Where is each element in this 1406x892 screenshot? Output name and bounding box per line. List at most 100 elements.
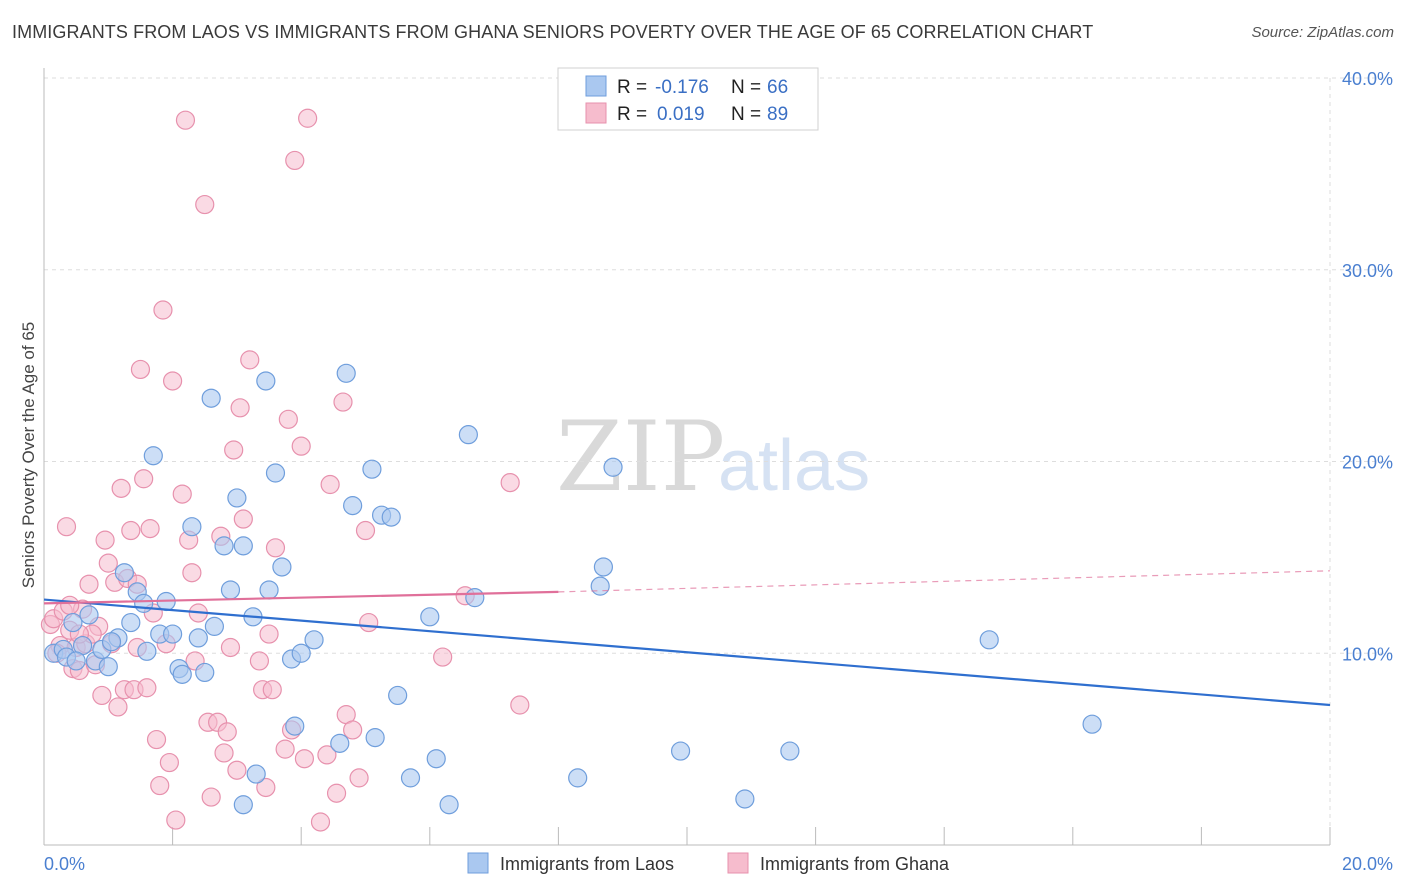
ghana-series-label: Immigrants from Ghana: [760, 854, 950, 874]
laos-point: [272, 557, 292, 577]
ghana-point: [249, 651, 270, 671]
ghana-point: [291, 436, 311, 456]
axes: [43, 68, 1331, 846]
ghana-point: [262, 680, 282, 700]
laos-point: [188, 628, 208, 648]
laos-point: [458, 425, 478, 445]
laos-point: [233, 795, 253, 815]
laos-point: [291, 643, 311, 663]
ghana-point: [98, 553, 118, 573]
ghana-point: [108, 697, 128, 717]
ghana-point: [140, 519, 160, 539]
ghana-point: [349, 768, 369, 788]
ghana-point: [56, 517, 77, 537]
laos-point: [285, 716, 305, 736]
watermark-zip: ZIP: [556, 401, 725, 513]
stats-legend: R = -0.176 N = 66 R = 0.019 N = 89: [557, 67, 819, 131]
ghana-point: [153, 300, 173, 320]
laos-point: [265, 463, 286, 483]
laos-point: [163, 624, 183, 644]
ghana-point: [134, 469, 154, 489]
laos-point: [121, 612, 141, 633]
ghana-point: [214, 743, 234, 763]
ghana-point: [433, 647, 453, 667]
ghana-point: [359, 612, 379, 633]
ghana-r-label: R =: [617, 104, 647, 125]
ghana-trend-line: [43, 590, 559, 605]
ghana-point: [320, 474, 340, 495]
laos-point: [204, 616, 224, 637]
laos-series-label: Immigrants from Laos: [500, 854, 674, 874]
ghana-point: [230, 398, 250, 418]
ghana-point: [150, 775, 170, 796]
ghana-point: [275, 739, 295, 759]
laos-point: [134, 593, 154, 613]
laos-point: [590, 576, 610, 596]
laos-point: [256, 371, 276, 391]
laos-point: [420, 607, 440, 627]
ghana-point: [182, 563, 202, 583]
laos-point: [227, 488, 247, 508]
ghana-point: [298, 108, 318, 128]
ghana-point: [217, 722, 237, 742]
ghana-point: [60, 595, 80, 615]
ghana-point: [227, 760, 247, 780]
laos-point: [182, 517, 202, 537]
ghana-point: [256, 777, 276, 798]
laos-point: [246, 764, 266, 784]
ghana-point: [510, 695, 530, 715]
laos-point: [143, 446, 163, 466]
ghana-point: [220, 637, 241, 658]
laos-point: [304, 630, 324, 650]
laos-point: [63, 612, 83, 633]
laos-point: [79, 605, 99, 625]
ghana-point: [163, 371, 183, 391]
laos-point: [172, 664, 192, 684]
ghana-point: [111, 478, 131, 498]
laos-point: [400, 768, 421, 788]
ghana-point: [343, 720, 363, 740]
laos-point: [66, 651, 86, 671]
laos-point: [735, 789, 755, 809]
ghana-point: [333, 392, 353, 412]
laos-point: [201, 388, 221, 408]
x-tick-label-min: 0.0%: [44, 854, 85, 874]
watermark-atlas: atlas: [718, 426, 870, 506]
ghana-point: [500, 472, 520, 493]
ghana-point: [79, 574, 99, 594]
ghana-points: [40, 108, 530, 832]
gridlines: [44, 77, 1393, 845]
ghana-point: [278, 409, 298, 429]
laos-point: [137, 641, 157, 661]
ghana-point: [137, 678, 157, 698]
laos-point: [214, 536, 234, 556]
laos-legend-swatch: [585, 75, 607, 97]
laos-n-value: 66: [767, 77, 788, 98]
ghana-point: [294, 749, 315, 769]
laos-point: [593, 557, 614, 577]
laos-point: [1082, 714, 1102, 734]
y-tick-label: 20.0%: [1342, 453, 1393, 473]
laos-point: [365, 728, 385, 748]
ghana-point: [166, 810, 186, 830]
ghana-point: [146, 729, 167, 750]
laos-point: [465, 588, 485, 608]
ghana-point: [95, 530, 115, 550]
laos-point: [388, 685, 408, 706]
ghana-n-label: N =: [731, 104, 761, 125]
y-tick-label: 30.0%: [1342, 261, 1393, 281]
ghana-point: [201, 787, 221, 807]
laos-point: [220, 580, 241, 600]
laos-point: [362, 459, 382, 479]
y-tick-label: 10.0%: [1342, 644, 1393, 664]
y-tick-label: 40.0%: [1342, 69, 1393, 89]
x-tick-label-max: 20.0%: [1342, 854, 1393, 874]
laos-point: [233, 536, 253, 556]
laos-point: [568, 768, 588, 788]
y-tick-labels: 10.0% 20.0% 30.0% 40.0%: [1342, 69, 1393, 664]
series-legend: Immigrants from Laos Immigrants from Gha…: [467, 852, 950, 874]
laos-point: [426, 749, 446, 769]
ghana-point: [121, 520, 141, 541]
laos-point: [259, 580, 279, 600]
